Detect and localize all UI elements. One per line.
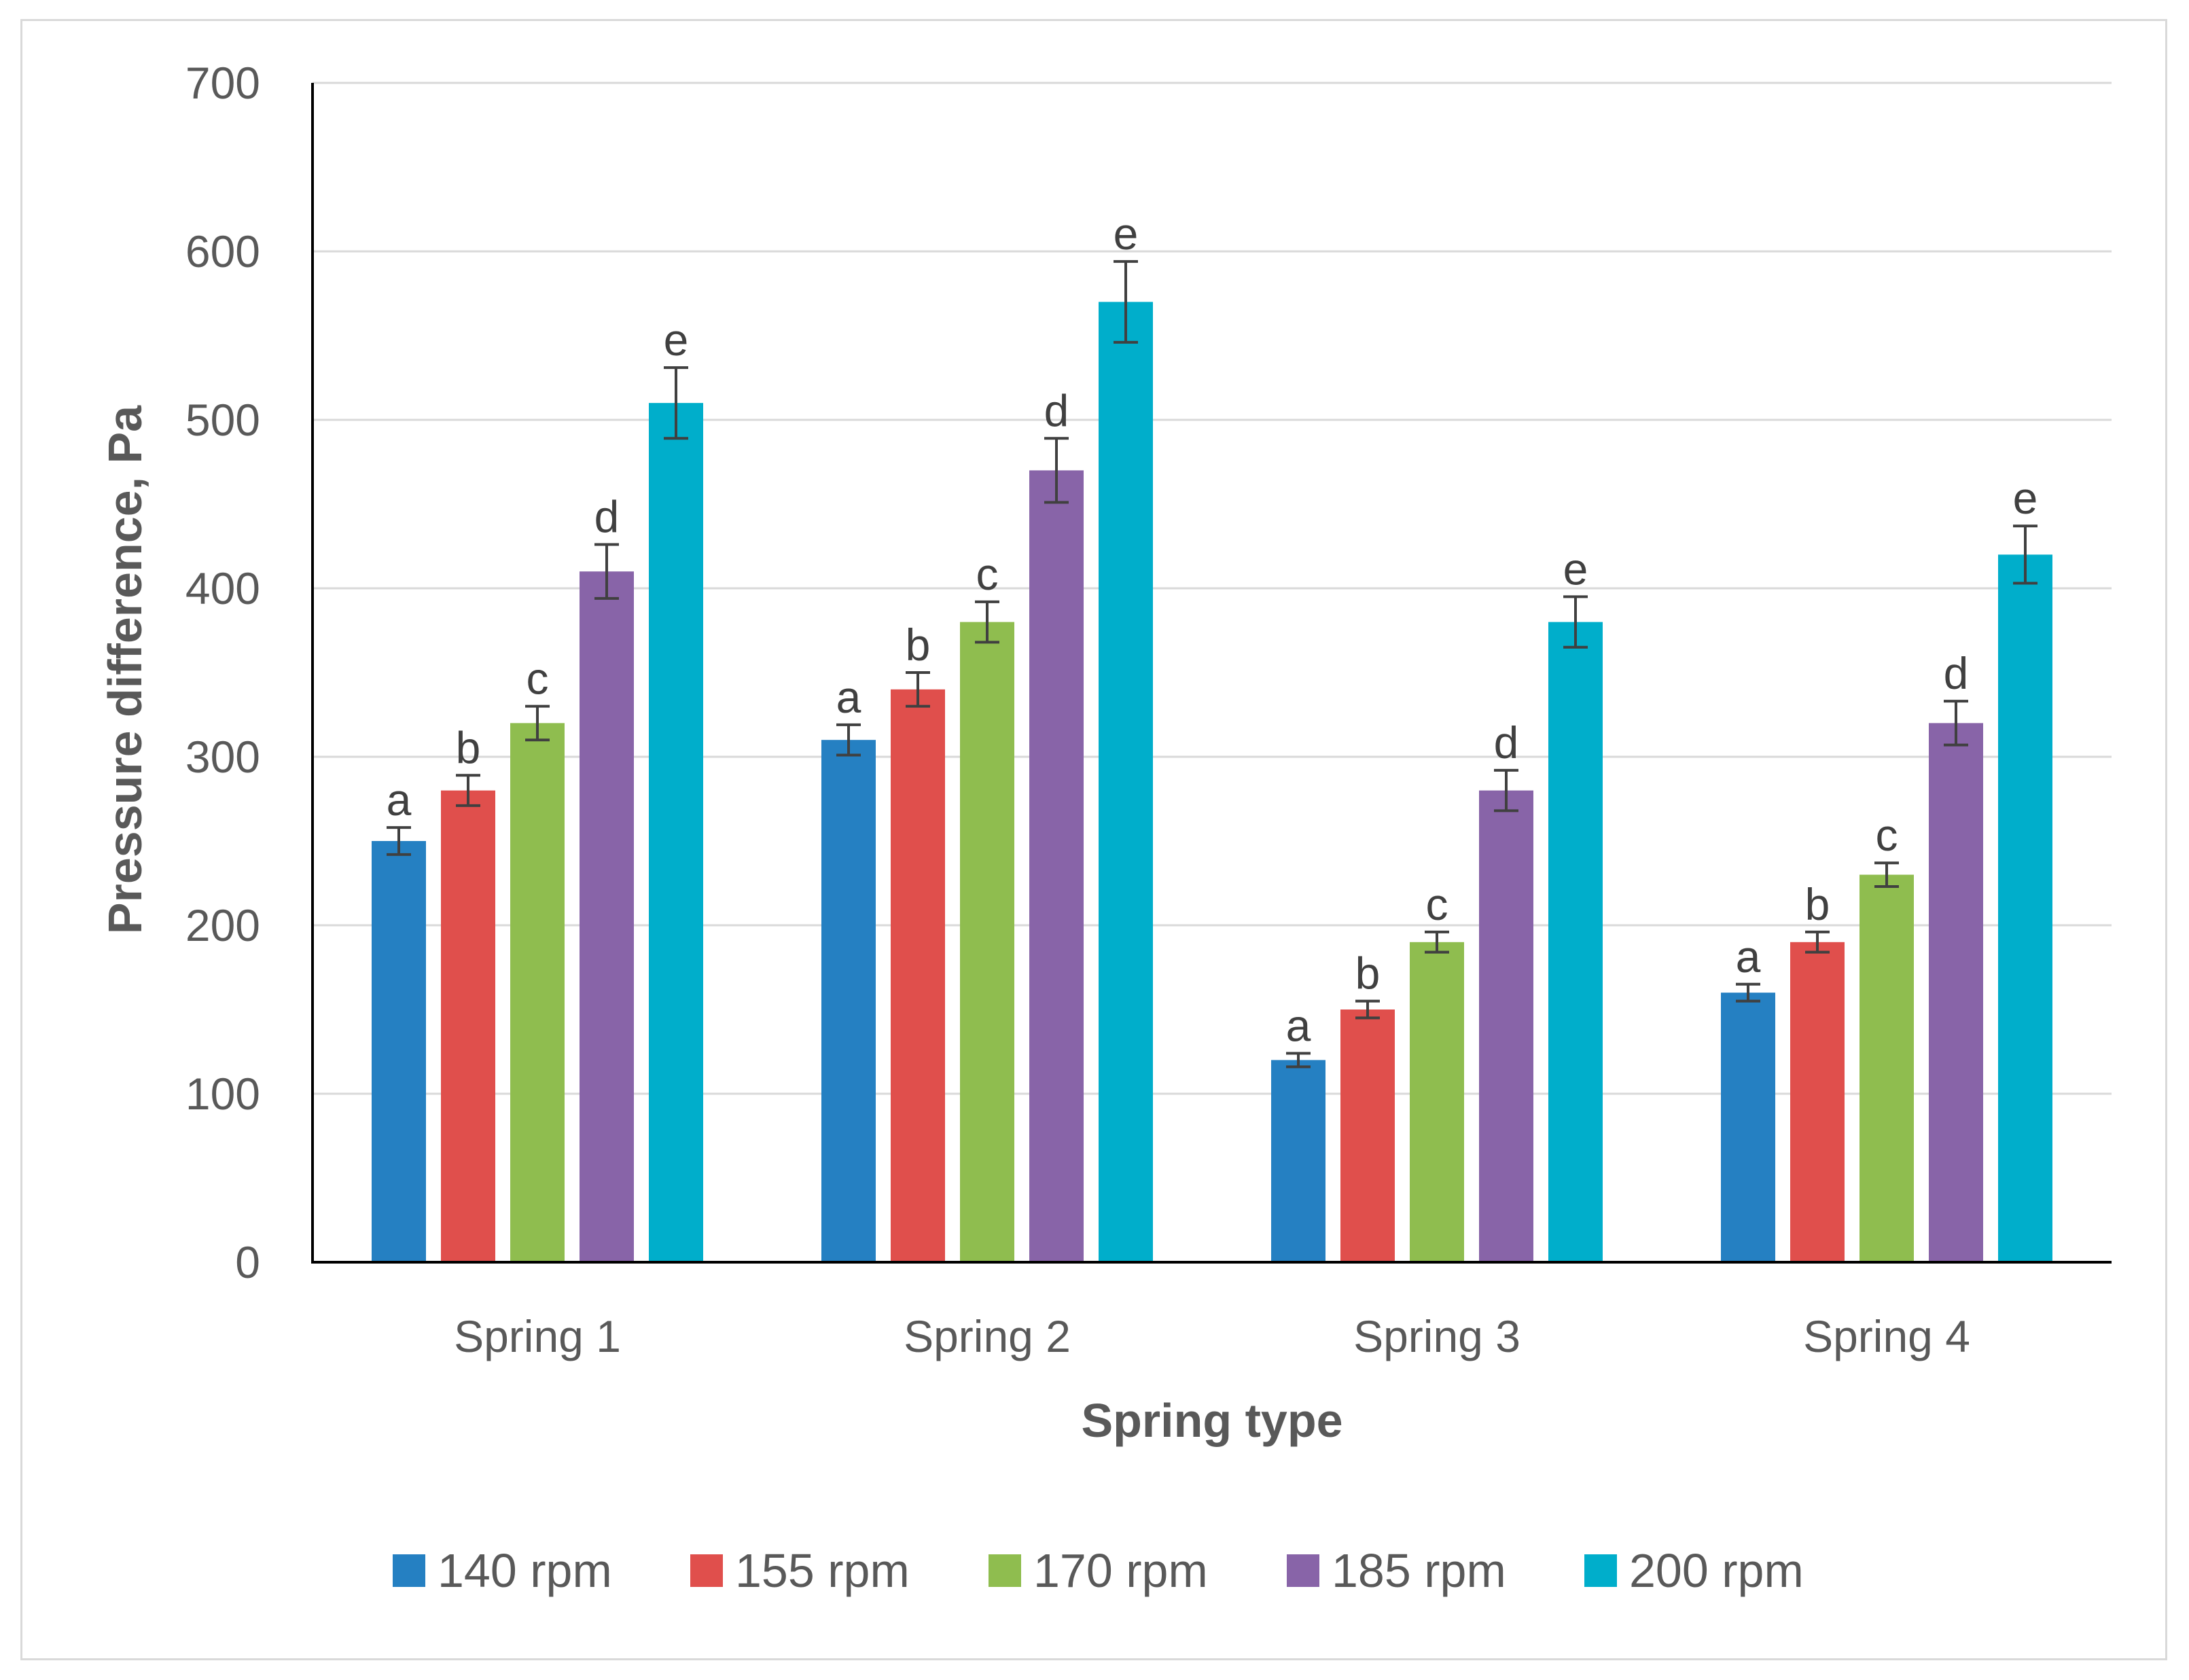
legend-label: 140 rpm: [438, 1544, 612, 1597]
y-tick-label: 100: [185, 1069, 260, 1119]
x-axis-title: Spring type: [1081, 1394, 1342, 1447]
bar-200-rpm-spring-2: [1099, 302, 1153, 1262]
legend-swatch: [989, 1554, 1021, 1587]
y-tick-label: 0: [235, 1237, 260, 1287]
significance-label: b: [1355, 948, 1381, 999]
y-tick-label: 700: [185, 58, 260, 108]
legend-label: 200 rpm: [1629, 1544, 1804, 1597]
legend-swatch: [393, 1554, 425, 1587]
legend-label: 185 rpm: [1332, 1544, 1506, 1597]
bar-200-rpm-spring-3: [1548, 622, 1603, 1262]
y-tick-label: 400: [185, 563, 260, 613]
significance-label: d: [1044, 385, 1069, 435]
legend-swatch: [690, 1554, 723, 1587]
y-tick-label: 500: [185, 395, 260, 445]
significance-label: a: [1286, 1000, 1311, 1050]
x-category-label: Spring 4: [1803, 1311, 1970, 1361]
significance-label: b: [1805, 879, 1830, 929]
bar-185-rpm-spring-3: [1479, 790, 1533, 1262]
significance-label: a: [387, 774, 412, 825]
x-category-label: Spring 3: [1353, 1311, 1520, 1361]
bar-185-rpm-spring-4: [1929, 723, 1983, 1262]
x-axis-categories: Spring 1 Spring 2 Spring 3 Spring 4: [454, 1311, 1970, 1361]
bar-155-rpm-spring-4: [1790, 942, 1845, 1262]
significance-label: c: [976, 549, 999, 599]
significance-label: a: [1736, 931, 1761, 982]
significance-label: e: [1563, 543, 1588, 594]
bar-170-rpm-spring-1: [510, 723, 565, 1262]
bar-200-rpm-spring-1: [649, 403, 703, 1263]
bar-140-rpm-spring-4: [1721, 993, 1775, 1262]
bar-170-rpm-spring-4: [1859, 874, 1914, 1262]
significance-label: b: [906, 620, 931, 670]
bar-200-rpm-spring-4: [1998, 554, 2052, 1262]
significance-label: c: [527, 654, 549, 704]
y-axis-ticks: 0 100 200 300 400 500 600 700: [185, 58, 260, 1287]
x-category-label: Spring 1: [454, 1311, 621, 1361]
y-tick-label: 600: [185, 226, 260, 276]
legend-swatch: [1287, 1554, 1319, 1587]
y-tick-label: 300: [185, 732, 260, 782]
bar-185-rpm-spring-1: [580, 571, 634, 1262]
significance-label: a: [836, 672, 861, 722]
bar-170-rpm-spring-3: [1410, 942, 1464, 1262]
bar-155-rpm-spring-1: [441, 790, 495, 1262]
significance-label: e: [1114, 209, 1139, 259]
significance-label: e: [2013, 473, 2038, 523]
bar-155-rpm-spring-3: [1340, 1009, 1395, 1262]
bar-185-rpm-spring-2: [1029, 470, 1084, 1262]
legend-label: 170 rpm: [1033, 1544, 1208, 1597]
significance-label: c: [1426, 879, 1448, 929]
bar-140-rpm-spring-3: [1271, 1060, 1325, 1262]
bar-170-rpm-spring-2: [960, 622, 1014, 1262]
axes: [311, 83, 2112, 1264]
bar-155-rpm-spring-2: [891, 689, 945, 1262]
legend-label: 155 rpm: [735, 1544, 910, 1597]
legend-swatch: [1584, 1554, 1617, 1587]
significance-label: b: [456, 722, 481, 772]
y-tick-label: 200: [185, 900, 260, 950]
significance-label: d: [1494, 717, 1519, 768]
legend: 140 rpm 155 rpm 170 rpm 185 rpm 200 rpm: [393, 1544, 1804, 1597]
bar-140-rpm-spring-1: [372, 841, 426, 1262]
significance-label: c: [1876, 810, 1898, 860]
significance-label: e: [664, 315, 689, 365]
y-axis-title: Pressure difference, Pa: [99, 405, 152, 934]
bars: [372, 302, 2052, 1263]
bar-140-rpm-spring-2: [821, 740, 876, 1262]
x-category-label: Spring 2: [904, 1311, 1071, 1361]
significance-label: d: [1944, 648, 1969, 698]
error-bars: [387, 260, 2037, 1069]
chart-frame: [20, 19, 2167, 1660]
significance-label: d: [594, 492, 620, 542]
